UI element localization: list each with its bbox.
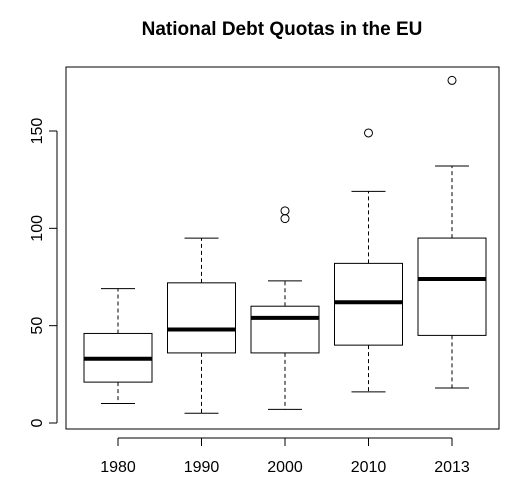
x-tick-label: 1980	[100, 459, 136, 476]
x-tick-label: 2000	[267, 459, 303, 476]
y-tick-label: 100	[29, 215, 46, 242]
y-tick-label: 0	[29, 418, 46, 427]
boxes	[83, 75, 487, 414]
x-tick-label: 1990	[184, 459, 220, 476]
box-2013	[417, 75, 487, 389]
y-tick-label: 150	[29, 118, 46, 145]
box-iqr	[250, 305, 320, 354]
y-tick-label: 50	[29, 317, 46, 335]
box-iqr	[417, 237, 487, 336]
outlier-point	[280, 214, 290, 224]
x-tick-label: 2010	[351, 459, 387, 476]
plot-frame	[65, 66, 500, 430]
box-iqr	[167, 282, 236, 354]
box-1980	[83, 288, 153, 405]
y-axis: 0 50 100 150	[29, 118, 58, 427]
box-1990	[167, 237, 236, 414]
chart-title: National Debt Quotas in the EU	[142, 19, 423, 40]
x-tick-label: 2013	[434, 459, 470, 476]
outlier-point	[447, 75, 457, 85]
outlier-point	[364, 128, 373, 138]
box-2000	[250, 206, 320, 410]
x-axis: 1980 1990 2000 2010 2013	[100, 437, 470, 476]
box-2010	[334, 128, 403, 393]
outlier-point	[280, 206, 290, 216]
